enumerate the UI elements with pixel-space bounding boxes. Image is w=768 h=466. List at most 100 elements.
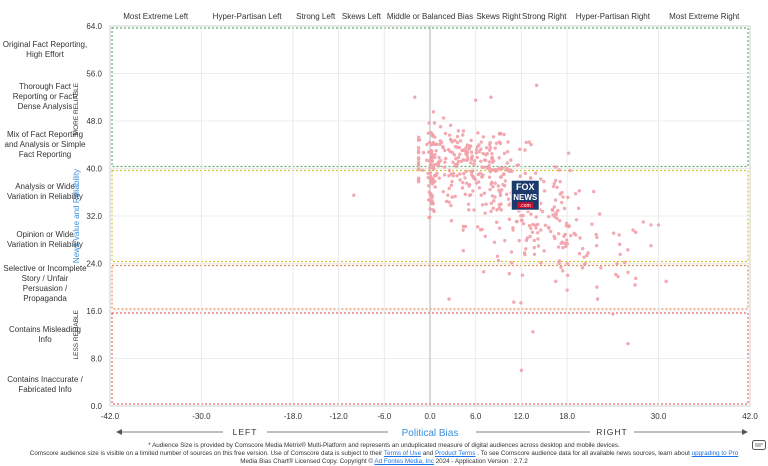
- data-point-258: [472, 162, 476, 167]
- data-point-177: [527, 224, 532, 228]
- data-point-348: [523, 252, 527, 257]
- data-point-478: [433, 173, 437, 178]
- data-point-469: [427, 140, 432, 145]
- data-point-371: [503, 238, 507, 243]
- data-point-191: [450, 179, 454, 184]
- data-point-527: [512, 300, 516, 304]
- data-point-122: [416, 138, 421, 142]
- data-point-54: [464, 169, 468, 174]
- data-point-61: [481, 135, 486, 139]
- bias-category-6: Strong Right: [522, 12, 567, 21]
- data-point-311: [501, 182, 505, 187]
- data-point-154: [457, 145, 461, 150]
- data-point-261: [527, 140, 531, 144]
- data-point-127: [479, 140, 483, 144]
- y-tick-label-3: 24.0: [86, 260, 102, 269]
- data-point-270: [495, 208, 499, 212]
- data-point-27: [484, 146, 489, 150]
- data-point-526: [496, 258, 501, 263]
- data-point-1: [447, 133, 452, 137]
- data-point-282: [482, 191, 487, 195]
- data-point-286: [551, 184, 556, 189]
- data-point-272: [542, 189, 547, 193]
- data-point-50: [442, 173, 447, 177]
- data-point-430: [565, 241, 570, 246]
- data-point-189: [461, 228, 465, 232]
- data-point-389: [534, 215, 538, 219]
- bias-category-8: Most Extreme Right: [669, 12, 740, 21]
- data-point-72: [441, 116, 446, 120]
- data-point-444: [519, 301, 523, 305]
- data-point-118: [475, 155, 479, 160]
- data-point-412: [564, 244, 568, 249]
- data-point-190: [518, 174, 522, 179]
- data-point-534: [489, 95, 493, 99]
- data-point-169: [454, 164, 459, 169]
- data-point-401: [525, 236, 529, 240]
- logo-text-fox: FOX: [516, 182, 535, 192]
- data-point-398: [552, 234, 556, 239]
- bias-category-7: Hyper-Partisan Right: [575, 12, 650, 21]
- data-point-422: [585, 253, 589, 258]
- data-point-428: [633, 230, 638, 235]
- data-point-436: [597, 212, 602, 216]
- data-point-89: [456, 129, 461, 133]
- data-point-532: [595, 297, 600, 301]
- y-tick-label-7: 56.0: [86, 70, 102, 79]
- data-point-206: [491, 184, 495, 189]
- data-point-44: [458, 139, 463, 143]
- data-point-374: [515, 220, 519, 224]
- data-point-222: [553, 165, 558, 169]
- logo-text-com: .com: [520, 203, 531, 209]
- data-point-153: [438, 139, 442, 143]
- chat-icon[interactable]: [752, 440, 766, 450]
- data-point-383: [511, 226, 515, 230]
- data-point-496: [429, 192, 433, 196]
- right-arrow-label: RIGHT: [596, 427, 627, 437]
- data-point-277: [480, 203, 485, 207]
- data-point-407: [556, 231, 561, 236]
- data-point-433: [572, 231, 576, 236]
- data-point-159: [416, 167, 421, 172]
- data-point-358: [543, 223, 548, 227]
- data-point-528: [531, 330, 535, 334]
- data-point-113: [509, 158, 513, 162]
- data-point-378: [561, 195, 565, 199]
- data-point-218: [568, 169, 572, 173]
- data-point-446: [577, 251, 582, 256]
- data-point-307: [498, 193, 503, 198]
- data-point-274: [463, 176, 467, 180]
- ad-fontes-link[interactable]: Ad Fontes Media, Inc: [374, 458, 434, 465]
- left-arrow-icon: [116, 429, 122, 435]
- data-point-514: [431, 140, 435, 145]
- data-point-246: [466, 202, 471, 206]
- data-point-290: [501, 166, 506, 170]
- data-point-394: [576, 206, 581, 210]
- data-point-244: [416, 180, 421, 184]
- data-point-297: [487, 166, 492, 170]
- data-point-441: [580, 266, 585, 270]
- upgrade-to-pro-link[interactable]: upgrading to Pro: [691, 450, 739, 457]
- data-point-250: [507, 203, 511, 207]
- data-point-117: [479, 159, 483, 163]
- data-point-443: [520, 273, 525, 277]
- data-point-482: [426, 171, 430, 176]
- y-tick-label-5: 40.0: [86, 165, 102, 174]
- terms-of-use-link[interactable]: Terms of Use: [383, 450, 421, 457]
- footer-line-1: * Audience Size is provided by Comscore …: [148, 442, 620, 449]
- data-point-390: [532, 245, 536, 250]
- data-point-392: [557, 219, 562, 223]
- data-point-341: [528, 234, 532, 239]
- data-point-182: [489, 209, 493, 214]
- product-terms-link[interactable]: Product Terms: [434, 450, 476, 457]
- bias-category-5: Skews Right: [476, 12, 521, 21]
- data-point-4: [469, 150, 474, 154]
- data-point-301: [481, 173, 485, 177]
- data-point-276: [471, 189, 475, 193]
- data-point-194: [524, 140, 528, 145]
- data-point-150: [451, 160, 455, 165]
- data-point-43: [502, 132, 506, 137]
- data-point-396: [554, 211, 558, 215]
- data-point-461: [428, 207, 432, 211]
